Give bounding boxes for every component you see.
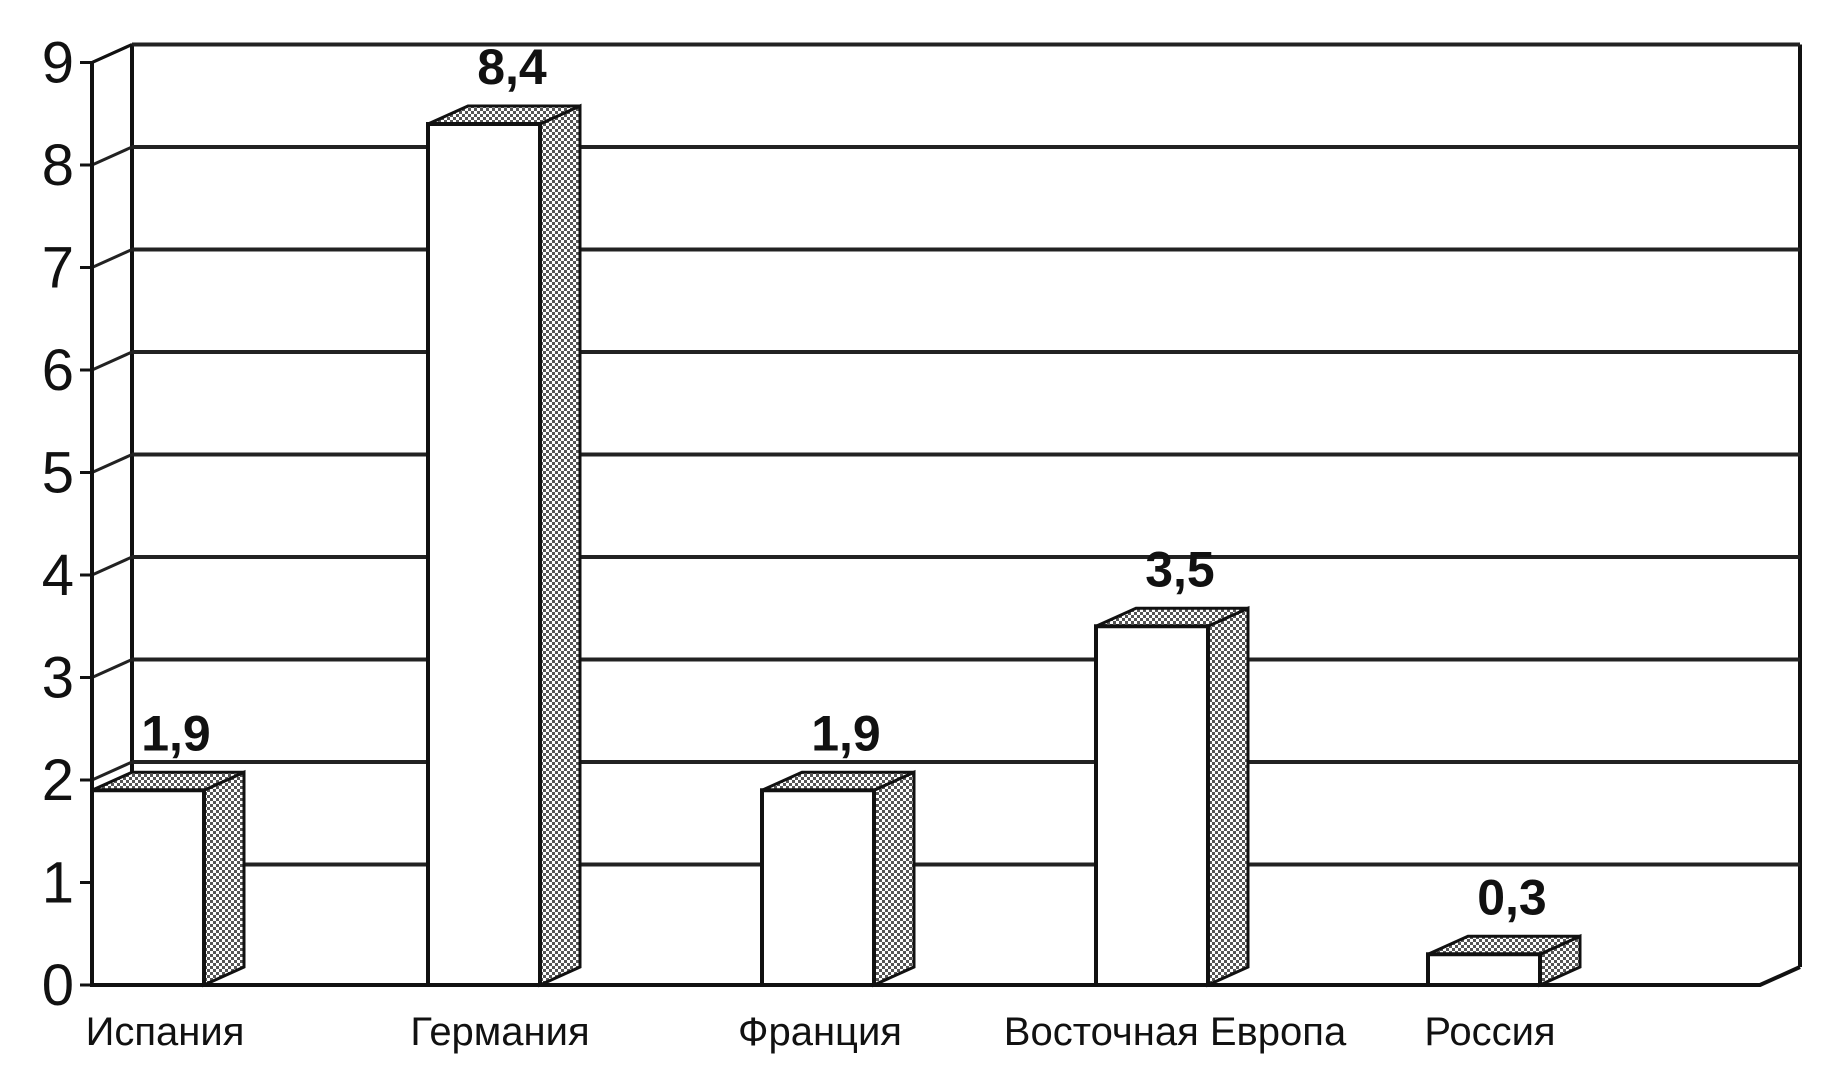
y-tick-label: 9 — [42, 31, 74, 96]
bar — [90, 769, 246, 988]
y-tick-label: 7 — [42, 236, 74, 301]
chart-background — [91, 44, 1802, 987]
y-tick-label: 5 — [42, 441, 74, 506]
data-label: 1,9 — [811, 705, 881, 761]
y-tick-label: 3 — [42, 646, 74, 711]
bar — [1094, 605, 1250, 988]
x-tick-label: Франция — [738, 1010, 902, 1054]
gridline-side — [91, 350, 133, 372]
chart-labels: 0 1 2 3 4 5 6 7 8 9 1,9 Испания 8,4 Германия 1,9 Франци… — [42, 31, 1556, 1055]
bar-front — [90, 788, 206, 987]
bar-front — [1426, 952, 1542, 987]
gridline-side — [91, 248, 133, 269]
floor-edge — [92, 965, 1801, 987]
x-tick-label: Германия — [410, 1010, 589, 1054]
bar — [760, 769, 916, 988]
data-label: 0,3 — [1477, 869, 1547, 925]
y-axis-top-edge — [91, 43, 133, 64]
gridlines — [80, 42, 1800, 987]
data-label: 3,5 — [1145, 541, 1215, 597]
data-label: 8,4 — [477, 39, 547, 95]
y-tick-label: 6 — [42, 338, 74, 403]
x-tick-label: Восточная Европа — [1004, 1010, 1347, 1054]
bar — [426, 103, 582, 988]
x-tick-label: Россия — [1424, 1010, 1555, 1054]
bars — [90, 103, 1582, 988]
gridline-side — [91, 453, 133, 474]
y-tick-label: 0 — [42, 953, 74, 1018]
gridline-side — [91, 145, 133, 167]
bar-side — [872, 769, 916, 988]
y-tick-label: 2 — [42, 748, 74, 813]
y-tick-label: 4 — [42, 543, 74, 608]
bar-side — [1206, 605, 1250, 988]
data-label: 1,9 — [141, 705, 211, 761]
gridline-side — [91, 760, 133, 782]
y-tick-label: 1 — [42, 851, 74, 916]
gridline-side — [91, 658, 133, 679]
bar-front — [760, 788, 876, 987]
bar — [1426, 933, 1582, 988]
gridline-side — [91, 555, 133, 577]
y-tick-label: 8 — [42, 133, 74, 198]
bar-side — [202, 769, 246, 988]
bar-side — [538, 103, 582, 988]
x-tick-label: Испания — [86, 1010, 245, 1054]
bar-front — [426, 122, 542, 987]
bar-front — [1094, 624, 1210, 987]
